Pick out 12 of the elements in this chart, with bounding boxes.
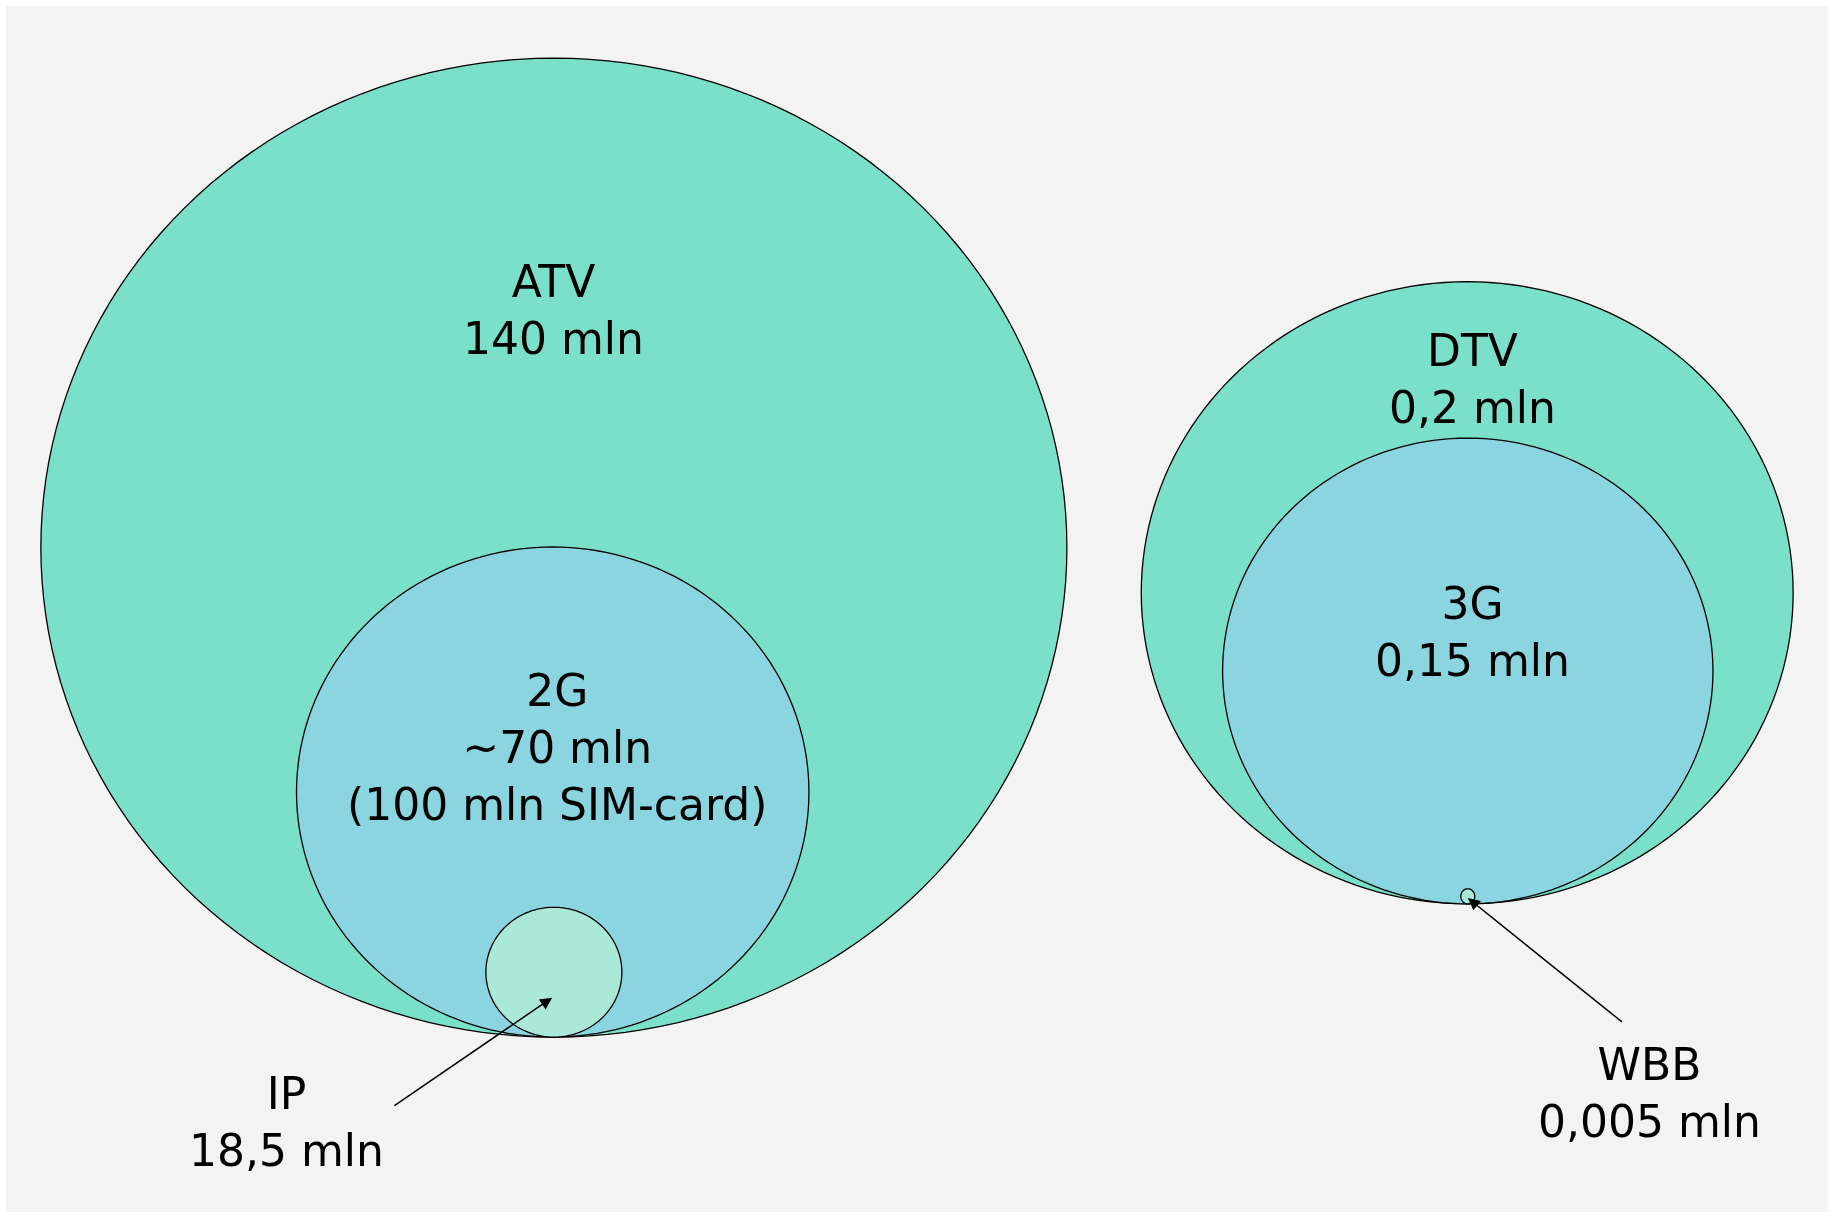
- data-label: 0,005 mln: [1538, 1096, 1761, 1148]
- data-label: ~70 mln (100 mln SIM-card): [347, 722, 768, 831]
- category-label: ATV: [511, 256, 596, 307]
- data-label: 0,15 mln: [1375, 635, 1570, 687]
- category-label: DTV: [1427, 325, 1518, 376]
- data-label: 18,5 mln: [189, 1125, 384, 1177]
- data-label: 140 mln: [463, 313, 644, 365]
- category-label: IP: [266, 1068, 307, 1119]
- category-label: 2G: [526, 665, 589, 716]
- category-label: WBB: [1597, 1039, 1702, 1090]
- data-label: 0,2 mln: [1389, 382, 1556, 434]
- category-label: 3G: [1441, 578, 1504, 629]
